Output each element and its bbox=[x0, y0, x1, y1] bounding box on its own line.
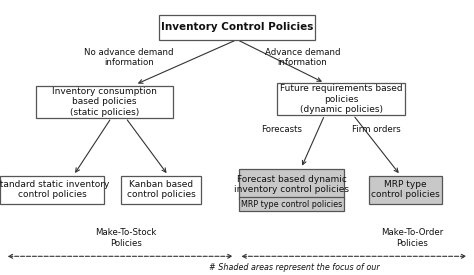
Text: No advance demand
information: No advance demand information bbox=[84, 48, 173, 67]
Text: Make-To-Order
Policies: Make-To-Order Policies bbox=[381, 228, 444, 248]
Text: MRP type control policies: MRP type control policies bbox=[241, 200, 342, 208]
FancyBboxPatch shape bbox=[239, 169, 344, 199]
Text: Kanban based
control policies: Kanban based control policies bbox=[127, 180, 196, 199]
FancyBboxPatch shape bbox=[121, 176, 201, 204]
FancyBboxPatch shape bbox=[0, 176, 104, 204]
Text: Inventory Control Policies: Inventory Control Policies bbox=[161, 23, 313, 32]
FancyBboxPatch shape bbox=[159, 15, 315, 40]
Text: MRP type
control policies: MRP type control policies bbox=[371, 180, 440, 199]
FancyBboxPatch shape bbox=[239, 197, 344, 211]
Text: # Shaded areas represent the focus of our: # Shaded areas represent the focus of ou… bbox=[209, 263, 379, 272]
FancyBboxPatch shape bbox=[36, 86, 173, 118]
Text: Advance demand
information: Advance demand information bbox=[264, 48, 340, 67]
Text: Make-To-Stock
Policies: Make-To-Stock Policies bbox=[95, 228, 156, 248]
Text: Standard static inventory
control policies: Standard static inventory control polici… bbox=[0, 180, 110, 199]
Text: Forecasts: Forecasts bbox=[262, 125, 302, 134]
FancyBboxPatch shape bbox=[277, 83, 405, 115]
Text: Inventory consumption
based policies
(static policies): Inventory consumption based policies (st… bbox=[52, 87, 157, 117]
Text: Forecast based dynamic
inventory control policies: Forecast based dynamic inventory control… bbox=[234, 175, 349, 194]
FancyBboxPatch shape bbox=[368, 176, 442, 204]
Text: Firm orders: Firm orders bbox=[353, 125, 401, 134]
Text: Future requirements based
policies
(dynamic policies): Future requirements based policies (dyna… bbox=[280, 84, 402, 114]
